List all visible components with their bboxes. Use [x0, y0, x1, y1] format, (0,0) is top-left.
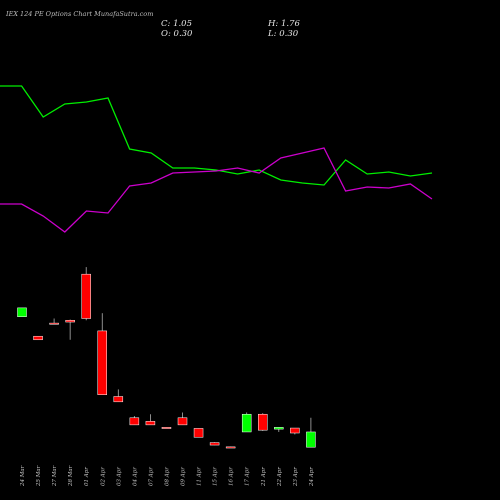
high-value: H: 1.76 [268, 19, 300, 29]
candle-2 [49, 318, 59, 325]
date-tick-label: 22 Apr [277, 467, 283, 487]
candle-body [225, 446, 236, 449]
low-value: L: 0.30 [268, 29, 299, 39]
candle-13 [225, 446, 236, 449]
candle-18 [306, 417, 316, 448]
candle-8 [145, 414, 156, 426]
date-tick-label: 28 Mar [68, 465, 74, 487]
candle-body [290, 427, 300, 434]
candle-body [33, 335, 43, 341]
candle-body [306, 431, 316, 448]
candle-7 [129, 416, 140, 426]
indicator-line-green [0, 85, 433, 186]
candle-body [258, 413, 268, 431]
date-tick-label: 08 Apr [164, 467, 170, 486]
date-tick-label: 21 Apr [261, 467, 267, 487]
date-tick-label: 24 Mar [20, 465, 26, 487]
candle-3 [65, 319, 75, 340]
candle-body [81, 273, 91, 319]
candle-17 [290, 427, 300, 435]
candle-body [177, 417, 188, 426]
candle-body [209, 442, 220, 446]
date-tick-label: 16 Apr [229, 467, 235, 486]
date-tick-label: 15 Apr [213, 467, 219, 486]
candle-15 [258, 413, 268, 431]
candle-4 [81, 267, 91, 321]
candle-16 [274, 427, 284, 432]
chart-title: IEX 124 PE Options Chart MunafaSutra.com [6, 10, 154, 18]
candle-body [17, 307, 27, 317]
candle-body [274, 427, 284, 430]
date-tick-label: 09 Apr [181, 467, 187, 486]
close-value: C: 1.05 [161, 19, 192, 29]
indicator-layer [0, 85, 433, 233]
date-tick-label: 01 Apr [84, 467, 90, 486]
date-label-layer: 24 Mar 25 Mar 27 Mar 28 Mar 01 Apr 02 Apr 03 A… [20, 465, 315, 487]
candle-10 [177, 412, 188, 426]
candle-14 [241, 412, 252, 433]
candle-body [113, 396, 124, 403]
candle-body [241, 413, 252, 433]
candle-body [145, 421, 156, 426]
date-tick-label: 27 Mar [52, 465, 58, 487]
candle-0 [17, 307, 27, 317]
candle-body [129, 417, 140, 426]
candle-body [65, 320, 75, 323]
candle-6 [113, 389, 124, 403]
candle-12 [209, 442, 220, 446]
date-tick-label: 17 Apr [245, 467, 251, 486]
candle-body [97, 330, 107, 395]
date-tick-label: 25 Mar [36, 465, 42, 487]
open-value: O: 0.30 [161, 29, 193, 39]
candle-body [193, 428, 204, 438]
candle-5 [97, 313, 107, 395]
candle-body [49, 322, 59, 325]
date-tick-label: 03 Apr [116, 467, 122, 486]
candle-layer [17, 267, 316, 449]
candle-11 [193, 428, 204, 438]
candle-body [161, 427, 172, 429]
date-tick-label: 04 Apr [132, 467, 138, 486]
date-tick-label: 24 Apr [309, 467, 315, 487]
date-tick-label: 07 Apr [148, 467, 154, 486]
date-tick-label: 11 Apr [197, 467, 203, 486]
date-tick-label: 02 Apr [100, 467, 106, 486]
candle-9 [161, 427, 172, 429]
candle-1 [33, 335, 43, 341]
date-tick-label: 23 Apr [293, 467, 299, 487]
indicator-line-magenta [0, 147, 433, 233]
